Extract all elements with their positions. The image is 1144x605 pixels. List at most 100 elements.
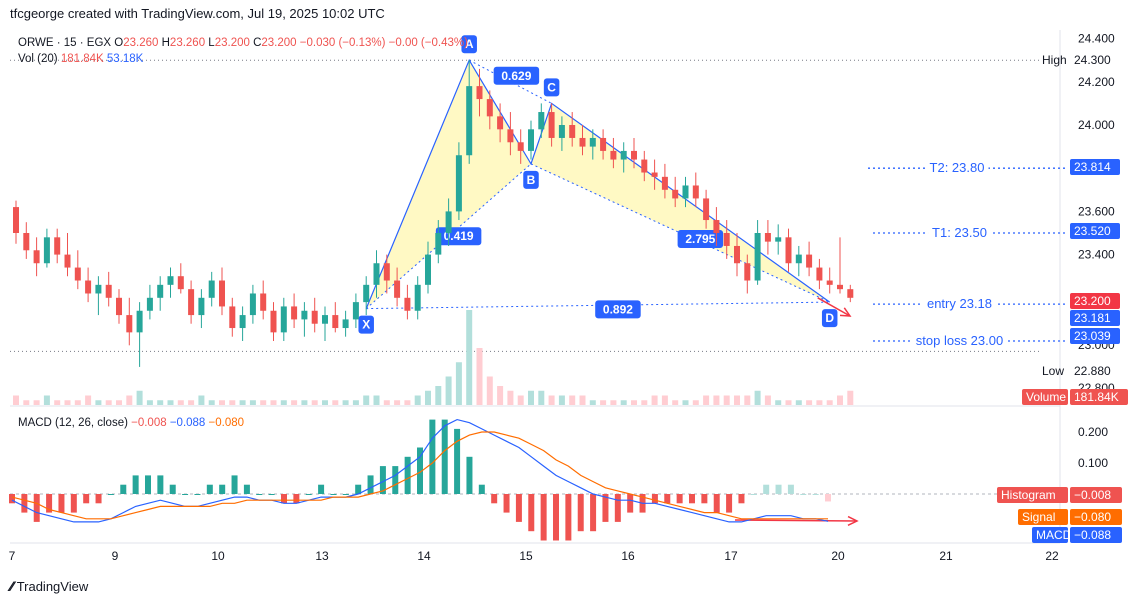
candle <box>23 222 30 259</box>
time-tick: 10 <box>211 549 225 563</box>
macd-histogram-bar <box>33 494 40 522</box>
volume-bar <box>569 395 576 405</box>
volume-bar <box>43 395 50 405</box>
macd-histogram-bar <box>454 428 461 494</box>
price-tag-value: 23.814 <box>1074 160 1111 174</box>
pattern-xab-fill <box>366 60 531 309</box>
candle <box>301 302 308 337</box>
candle-body <box>497 116 504 130</box>
macd-histogram-bar <box>800 494 807 495</box>
candle-body <box>260 293 267 311</box>
candle <box>270 302 277 341</box>
volume-bar <box>455 362 462 405</box>
level-label: T2: 23.80 <box>930 160 985 175</box>
candle <box>85 267 92 303</box>
candle <box>764 220 771 255</box>
point-c-bg <box>543 78 560 97</box>
price-tag: High 24.300 <box>1042 52 1120 69</box>
candle-body <box>198 297 205 316</box>
candle-body <box>43 237 50 264</box>
candle-body <box>589 137 596 147</box>
candle-body <box>610 150 617 160</box>
candle-body <box>157 284 164 298</box>
macd-tag-label: Signal <box>1022 510 1055 524</box>
macd-histogram-bar <box>515 494 522 522</box>
level-label: entry 23.18 <box>927 296 992 311</box>
point-d: D <box>821 309 838 328</box>
macd-histogram-bar <box>787 484 794 494</box>
candle-body <box>85 280 92 294</box>
macd-tag: MACD −0.088 <box>1032 527 1122 543</box>
macd-histogram-bar <box>107 494 114 495</box>
macd-tick: 0.100 <box>1078 456 1108 470</box>
point-x: X <box>358 315 374 334</box>
candle <box>775 224 782 255</box>
legend: ORWE · 15 · EGX O23.260 H23.260 L23.200 … <box>18 37 468 429</box>
volume-bar <box>620 400 627 405</box>
volume-bar <box>826 400 833 405</box>
price-tag-bg <box>1070 223 1120 239</box>
price-tag: 23.814 <box>1070 159 1120 175</box>
candle <box>641 150 648 182</box>
candle <box>157 276 164 311</box>
level-label-bg <box>925 160 989 177</box>
candle-body <box>126 315 133 333</box>
volume-bar <box>795 400 802 405</box>
candle-body <box>651 172 658 177</box>
candle-body <box>847 289 854 298</box>
candle <box>847 284 854 303</box>
candle-body <box>301 310 308 320</box>
price-tag-bg <box>1070 293 1120 309</box>
macd-histogram-bar <box>367 475 374 494</box>
volume-bar <box>157 400 164 405</box>
candle <box>837 237 843 294</box>
macd-histogram-bar <box>775 484 782 494</box>
volume-bar <box>198 395 205 405</box>
volume-bar <box>558 395 565 405</box>
macd-histogram-bar <box>738 494 745 504</box>
macd-tag-value: −0.008 <box>1074 488 1111 502</box>
candle <box>631 137 637 169</box>
candle-body <box>435 233 442 255</box>
candle <box>373 250 380 298</box>
volume-bar <box>229 400 236 405</box>
candle <box>497 103 504 143</box>
candle-body <box>54 237 61 255</box>
candle-body <box>146 297 153 311</box>
volume-bar <box>466 310 473 405</box>
point-d-bg <box>821 309 838 328</box>
candle-body <box>64 254 71 268</box>
candle-body <box>754 233 761 281</box>
volume-bar <box>404 400 411 405</box>
candle <box>517 129 524 164</box>
pattern-ratio-line <box>365 163 532 309</box>
candle <box>105 271 112 307</box>
candle-body <box>558 125 565 138</box>
macd-legend-label: MACD (12, 26, close) <box>18 417 131 429</box>
volume-bar <box>692 400 699 405</box>
volume-bar <box>322 400 328 405</box>
candle-body <box>270 310 277 333</box>
volume-bar <box>517 395 524 405</box>
macd-histogram-bar <box>478 484 485 494</box>
point-b-text: B <box>527 173 536 187</box>
candle-body <box>229 306 236 329</box>
macd-histogram-bar <box>305 494 312 495</box>
candle-body <box>383 263 390 281</box>
price-tick: 23.600 <box>1078 204 1115 218</box>
legend-part: C <box>253 37 261 49</box>
macd-tag-value: −0.088 <box>1074 528 1111 542</box>
volume-bar <box>126 395 133 405</box>
volume-bar <box>785 400 792 405</box>
volume-tag-value: 181.84K <box>1074 390 1119 404</box>
ratio-xb: 0.419 <box>435 227 482 246</box>
candle <box>785 228 792 272</box>
macd-legend: MACD (12, 26, close) −0.008 −0.088 −0.08… <box>18 417 244 429</box>
macd-pane <box>9 418 831 541</box>
macd-tag-label: MACD <box>1036 528 1072 542</box>
price-target-arrow-head <box>839 307 852 317</box>
price-tag-bg <box>1070 52 1120 69</box>
candle <box>249 284 256 324</box>
macd-histogram-bar <box>169 484 176 494</box>
